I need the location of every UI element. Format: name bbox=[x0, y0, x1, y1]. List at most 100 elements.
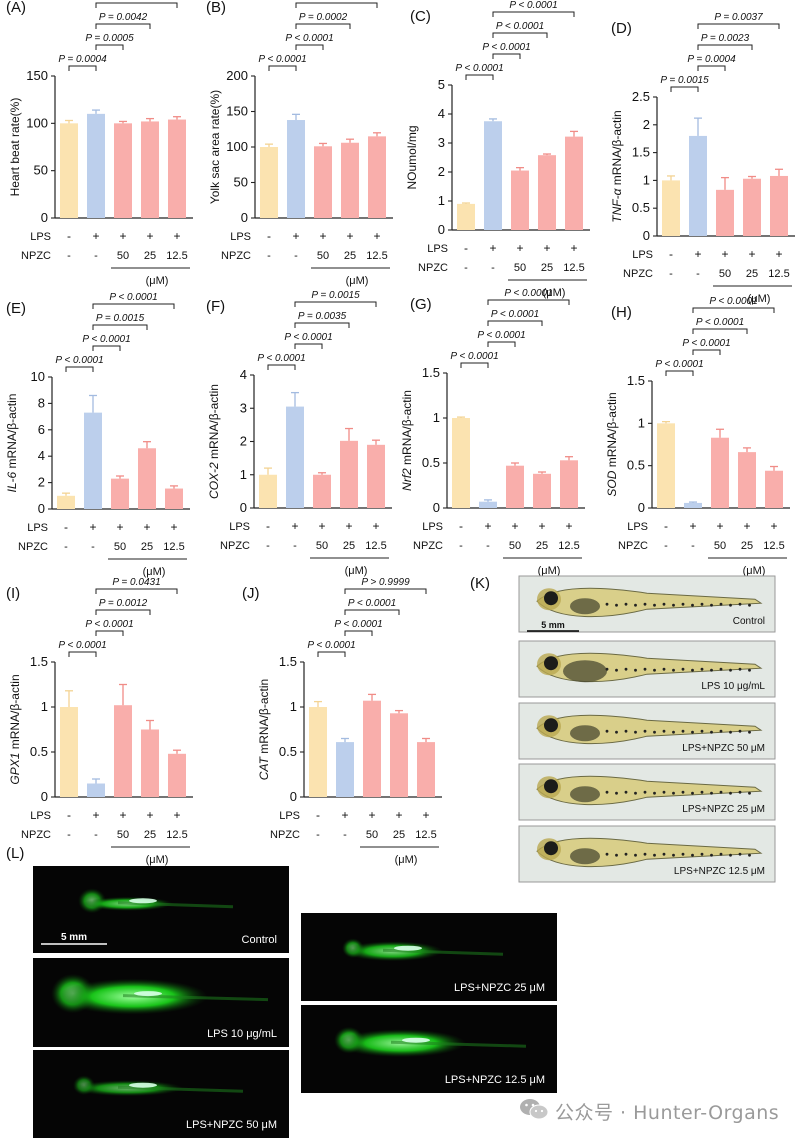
bar bbox=[457, 203, 475, 230]
p-value: P = 0.0005 bbox=[85, 33, 134, 44]
y-tick-label: 1.5 bbox=[30, 654, 48, 669]
p-value: P < 0.0001 bbox=[109, 292, 157, 303]
bar bbox=[313, 474, 331, 508]
pigment-dot bbox=[615, 791, 618, 795]
condition-label: LPS+NPZC 50 μM bbox=[186, 1119, 277, 1131]
p-value: P < 0.0001 bbox=[284, 332, 332, 343]
significance-bracket bbox=[692, 349, 721, 355]
y-tick-label: 0 bbox=[643, 228, 650, 243]
significance-bracket bbox=[697, 44, 753, 50]
panel-label: (E) bbox=[6, 300, 26, 317]
lps-mark: + bbox=[345, 519, 352, 533]
scale-bar-label: 5 mm bbox=[61, 932, 87, 943]
pigment-dot bbox=[738, 852, 742, 856]
gene-name: SOD bbox=[605, 470, 619, 496]
wechat-icon bbox=[519, 1097, 549, 1121]
bar bbox=[738, 452, 756, 508]
y-tick-label: 4 bbox=[240, 367, 247, 382]
lps-mark: + bbox=[341, 808, 348, 822]
row-label-lps: LPS bbox=[30, 231, 51, 243]
bar bbox=[689, 135, 707, 236]
chart-e: (E) 0 2 4 6 8 10 IL-6 mRNA/β-actin P < 0.0001 P <… bbox=[5, 292, 190, 578]
bar bbox=[309, 707, 327, 797]
unit-label: (μM) bbox=[143, 566, 166, 578]
significance-bracket bbox=[487, 320, 543, 326]
unit-label: (μM) bbox=[345, 565, 368, 577]
pigment-dot bbox=[634, 668, 637, 672]
p-value: P < 0.0001 bbox=[482, 42, 530, 53]
bar bbox=[287, 120, 305, 218]
y-tick-label: 0 bbox=[438, 222, 445, 237]
significance-bracket bbox=[692, 328, 748, 334]
fluorescence-image: LPS 10 μg/mL bbox=[33, 958, 289, 1047]
pigment-dot bbox=[605, 602, 609, 606]
npzc-mark: - bbox=[67, 829, 71, 841]
p-value: P = 0.0015 bbox=[311, 290, 360, 301]
panel-label: (H) bbox=[611, 304, 632, 321]
lps-mark: + bbox=[368, 808, 375, 822]
y-tick-label: 8 bbox=[38, 395, 45, 410]
lps-mark: - bbox=[266, 519, 270, 533]
npzc-mark: 12.5 bbox=[768, 268, 789, 280]
row-label-npzc: NPZC bbox=[221, 250, 251, 262]
npzc-mark: 12.5 bbox=[166, 829, 187, 841]
npzc-mark: 50 bbox=[719, 268, 731, 280]
bar bbox=[57, 495, 75, 509]
pigment-dot bbox=[729, 668, 732, 672]
bar bbox=[417, 742, 435, 797]
row-label-npzc: NPZC bbox=[418, 262, 448, 274]
significance-bracket bbox=[344, 630, 373, 636]
npzc-mark: - bbox=[266, 540, 270, 552]
bar bbox=[260, 147, 278, 218]
pigment-dot bbox=[719, 790, 723, 794]
y-tick-label: 0 bbox=[433, 500, 440, 515]
pigment-dot bbox=[738, 602, 742, 606]
pigment-dot bbox=[605, 667, 609, 671]
significance-bracket bbox=[95, 23, 151, 29]
pigment-dot bbox=[634, 853, 637, 857]
npzc-mark: - bbox=[94, 250, 98, 262]
pigment-dot bbox=[681, 790, 685, 794]
y-axis-label-text: mRNA/β-actin bbox=[8, 674, 22, 752]
pigment-dot bbox=[615, 603, 618, 607]
chart-f: (F) 0 1 2 3 4 COX-2 mRNA/β-actin P < 0.0001 P < … bbox=[206, 290, 392, 577]
npzc-mark: - bbox=[464, 262, 468, 274]
pigment-dot bbox=[634, 730, 637, 734]
bar bbox=[111, 478, 129, 509]
pigment-dot bbox=[643, 852, 647, 856]
significance-bracket bbox=[95, 630, 124, 636]
y-tick-label: 4 bbox=[438, 106, 445, 121]
row-label-npzc: NPZC bbox=[623, 268, 653, 280]
pigment-dot bbox=[691, 603, 694, 607]
lps-mark: + bbox=[318, 519, 325, 533]
condition-label: LPS+NPZC 25 μM bbox=[682, 804, 765, 815]
y-tick-label: 6 bbox=[38, 422, 45, 437]
significance-bracket bbox=[692, 307, 775, 313]
watermark-text: 公众号 · Hunter-Organs bbox=[555, 1102, 780, 1124]
y-tick-label: 0 bbox=[38, 501, 45, 516]
y-tick-label: 10 bbox=[31, 369, 45, 384]
bar bbox=[168, 119, 186, 218]
significance-bracket bbox=[65, 366, 94, 372]
yolk-sac bbox=[570, 725, 600, 742]
npzc-mark: 12.5 bbox=[763, 540, 784, 552]
lps-mark: + bbox=[716, 519, 723, 533]
significance-bracket bbox=[492, 53, 521, 59]
bar bbox=[560, 460, 578, 508]
p-value: P < 0.0001 bbox=[655, 359, 703, 370]
npzc-mark: - bbox=[669, 268, 673, 280]
pigment-dot bbox=[719, 602, 723, 606]
significance-bracket bbox=[492, 32, 548, 38]
lps-mark: + bbox=[292, 229, 299, 243]
lps-mark: + bbox=[395, 808, 402, 822]
panel-label: (K) bbox=[470, 575, 490, 592]
p-value: P = 0.0012 bbox=[99, 598, 148, 609]
panel-label: (A) bbox=[6, 0, 26, 16]
bar bbox=[506, 465, 524, 508]
pigment-dot bbox=[748, 668, 751, 672]
pigment-dot bbox=[605, 729, 609, 733]
bar bbox=[84, 412, 102, 509]
lps-mark: + bbox=[119, 808, 126, 822]
condition-label: Control bbox=[733, 616, 765, 627]
y-axis-label: Nrf2 mRNA/β-actin bbox=[400, 390, 414, 491]
